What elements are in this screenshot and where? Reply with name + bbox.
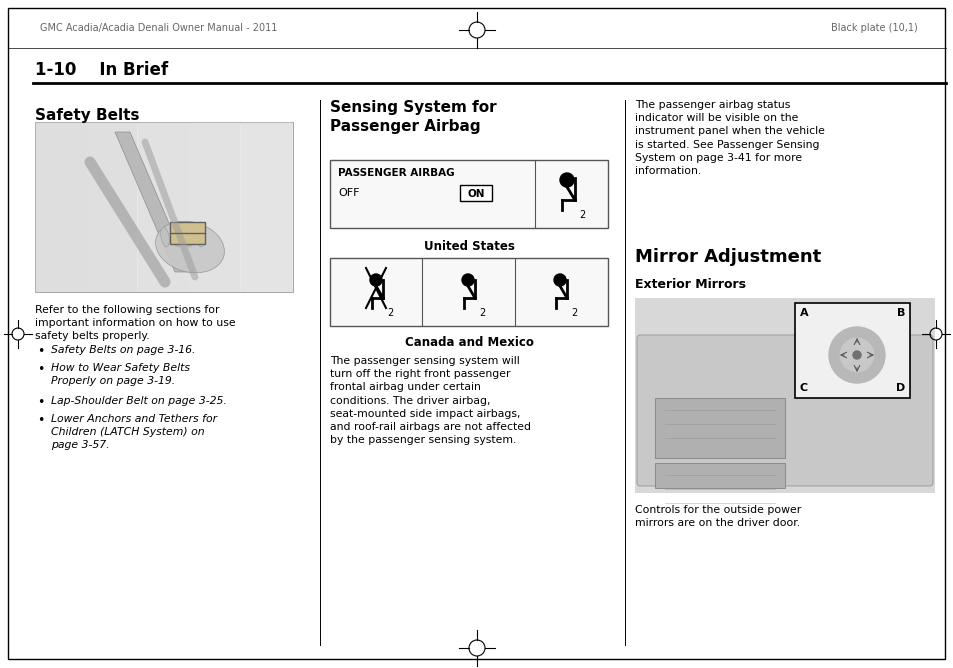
Circle shape xyxy=(559,173,574,187)
FancyBboxPatch shape xyxy=(637,335,932,486)
Text: 2: 2 xyxy=(570,308,577,318)
Bar xyxy=(241,122,292,292)
Text: Sensing System for
Passenger Airbag: Sensing System for Passenger Airbag xyxy=(330,100,497,134)
Bar xyxy=(330,160,607,228)
Bar xyxy=(35,122,86,292)
Bar xyxy=(655,463,784,488)
Text: C: C xyxy=(800,383,807,393)
Circle shape xyxy=(554,274,565,286)
Text: Black plate (10,1): Black plate (10,1) xyxy=(830,23,917,33)
Text: Mirror Adjustment: Mirror Adjustment xyxy=(635,248,821,266)
Text: B: B xyxy=(896,308,904,318)
Ellipse shape xyxy=(196,227,205,247)
Text: The passenger airbag status
indicator will be visible on the
instrument panel wh: The passenger airbag status indicator wi… xyxy=(635,100,824,176)
Text: Exterior Mirrors: Exterior Mirrors xyxy=(635,278,745,291)
Bar xyxy=(635,298,934,493)
Text: •: • xyxy=(37,363,45,376)
Text: Refer to the following sections for
important information on how to use
safety b: Refer to the following sections for impo… xyxy=(35,305,235,341)
Polygon shape xyxy=(115,132,190,272)
Text: GMC Acadia/Acadia Denali Owner Manual - 2011: GMC Acadia/Acadia Denali Owner Manual - … xyxy=(40,23,277,33)
Bar xyxy=(655,398,784,458)
Text: OFF: OFF xyxy=(337,188,359,198)
Text: •: • xyxy=(37,345,45,358)
Text: 2: 2 xyxy=(387,308,393,318)
Ellipse shape xyxy=(155,221,224,273)
Bar xyxy=(330,258,607,326)
Text: •: • xyxy=(37,396,45,409)
Bar xyxy=(35,122,293,292)
Text: How to Wear Safety Belts
Properly on page 3-19.: How to Wear Safety Belts Properly on pag… xyxy=(51,363,190,386)
Circle shape xyxy=(828,327,884,383)
Ellipse shape xyxy=(172,227,181,247)
Text: Lower Anchors and Tethers for
Children (LATCH System) on
page 3-57.: Lower Anchors and Tethers for Children (… xyxy=(51,414,217,450)
Text: PASSENGER AIRBAG: PASSENGER AIRBAG xyxy=(337,168,455,178)
Bar xyxy=(170,222,205,244)
Text: 2: 2 xyxy=(578,210,584,220)
Ellipse shape xyxy=(185,227,193,247)
Text: Controls for the outside power
mirrors are on the driver door.: Controls for the outside power mirrors a… xyxy=(635,505,801,528)
Text: D: D xyxy=(895,383,904,393)
Text: The passenger sensing system will
turn off the right front passenger
frontal air: The passenger sensing system will turn o… xyxy=(330,356,531,445)
Bar xyxy=(794,303,909,398)
Text: 2: 2 xyxy=(478,308,485,318)
Circle shape xyxy=(461,274,474,286)
Ellipse shape xyxy=(160,227,169,247)
Text: 1-10    In Brief: 1-10 In Brief xyxy=(35,61,168,79)
Text: Lap-Shoulder Belt on page 3-25.: Lap-Shoulder Belt on page 3-25. xyxy=(51,396,227,406)
Text: •: • xyxy=(37,414,45,427)
Bar xyxy=(459,185,492,201)
Text: Safety Belts on page 3-16.: Safety Belts on page 3-16. xyxy=(51,345,195,355)
Circle shape xyxy=(840,338,873,372)
Bar xyxy=(189,122,240,292)
Text: United States: United States xyxy=(423,240,514,253)
Bar xyxy=(86,122,137,292)
Text: A: A xyxy=(800,308,808,318)
Text: Canada and Mexico: Canada and Mexico xyxy=(404,336,533,349)
Text: ON: ON xyxy=(467,189,484,199)
Bar xyxy=(138,122,189,292)
Circle shape xyxy=(852,351,861,359)
Circle shape xyxy=(370,274,381,286)
Text: Safety Belts: Safety Belts xyxy=(35,108,139,123)
